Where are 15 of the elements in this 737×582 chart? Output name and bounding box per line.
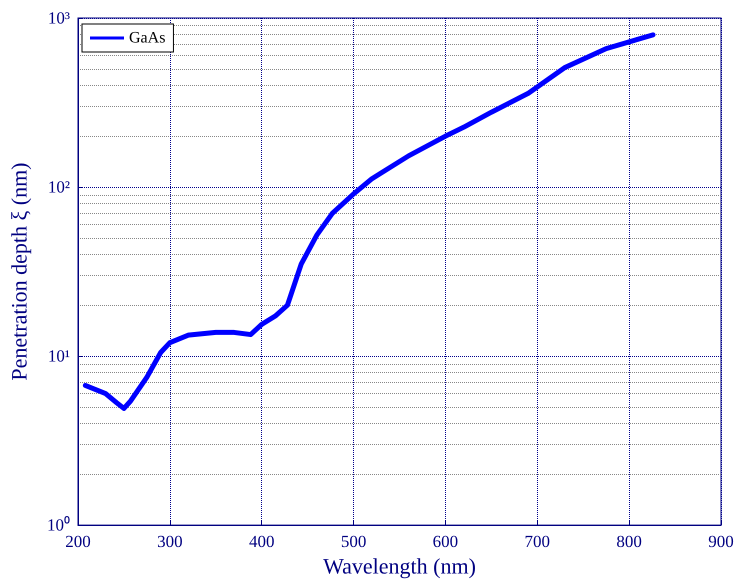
x-tick-label: 400 <box>248 532 274 552</box>
y-tick-label: 10³ <box>48 8 70 28</box>
y-tick-label: 10⁰ <box>47 516 70 535</box>
x-tick-label: 900 <box>708 532 734 552</box>
y-tick-label: 10¹ <box>48 346 70 366</box>
y-axis-title: Penetration depth ξ (nm) <box>6 162 32 381</box>
x-tick-label: 800 <box>616 532 642 552</box>
legend-label: GaAs <box>129 30 166 46</box>
x-axis-title: Wavelength (nm) <box>323 554 476 578</box>
x-tick-label: 600 <box>432 532 458 552</box>
x-tick-label: 300 <box>157 532 183 552</box>
x-tick-label: 200 <box>65 532 91 552</box>
y-tick-label: 10² <box>48 178 70 197</box>
x-tick-label: 500 <box>340 532 366 552</box>
x-tick-label: 700 <box>524 532 550 552</box>
